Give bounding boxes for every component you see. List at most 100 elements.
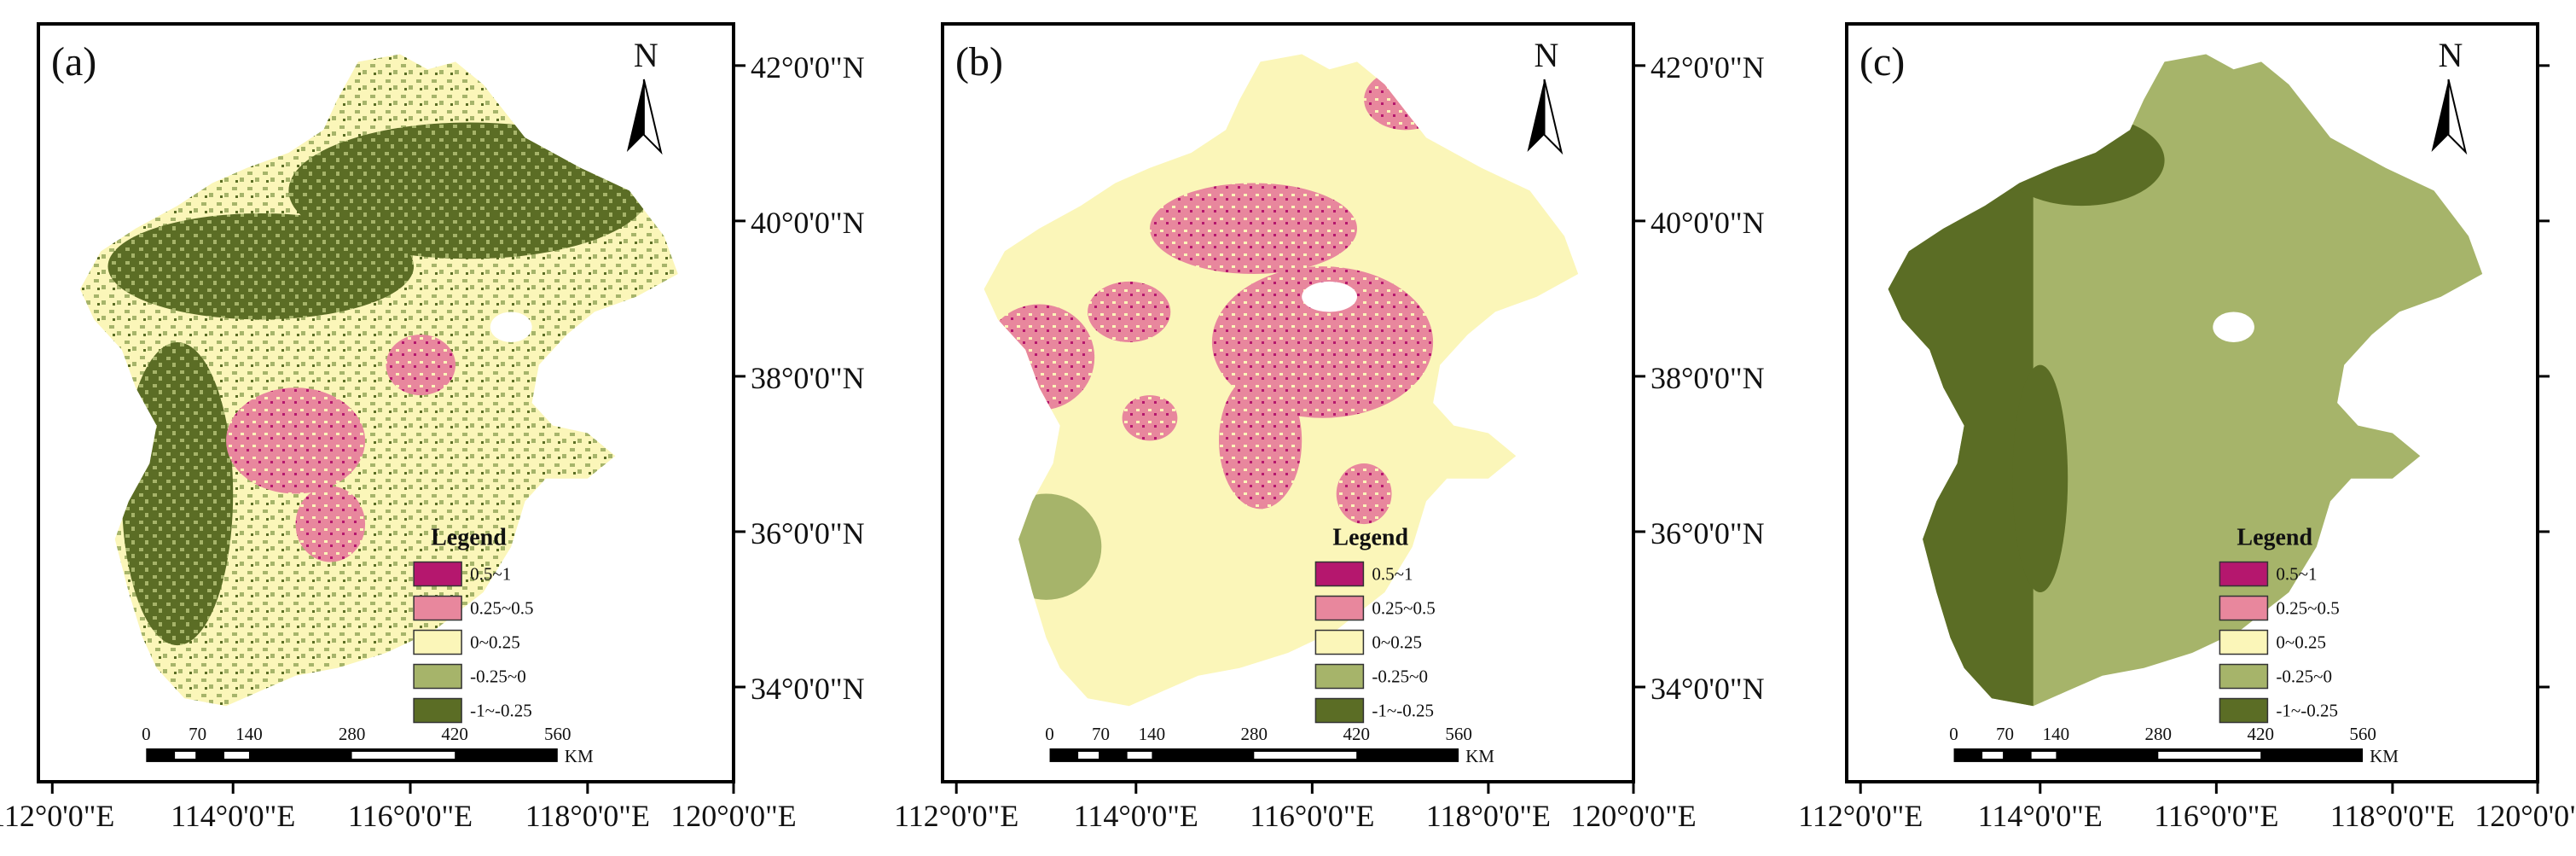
longitude-label: 116°0'0"E [1250, 799, 1374, 833]
north-arrow-left-half [2431, 79, 2449, 152]
legend-title: Legend [2237, 525, 2312, 551]
pink-cluster [1122, 395, 1178, 441]
latitude-label: 34°0'0"N [751, 672, 865, 706]
legend-label: -1~-0.25 [1372, 701, 1434, 721]
scale-tick-label: 560 [2349, 724, 2376, 744]
legend-item: -1~-0.25 [1314, 697, 1434, 724]
north-arrow-icon: N [626, 36, 663, 155]
north-arrow-left-half [626, 79, 644, 152]
legend-item: 0.25~0.5 [1314, 595, 1436, 621]
pink-cluster [1150, 183, 1357, 275]
north-arrow-right-half [642, 79, 663, 155]
legend-title: Legend [431, 525, 507, 551]
legend-item: -1~-0.25 [413, 697, 532, 724]
scale-tick-label: 0 [142, 724, 151, 744]
panel-label: (a) [51, 39, 96, 84]
longitude-label: 112°0'0"E [894, 799, 1018, 833]
legend-item: 0~0.25 [2219, 629, 2326, 655]
latitude-label: 38°0'0"N [1651, 361, 1765, 395]
legend: Legend 0.5~1 0.25~0.5 0~0.25 -0.25~0 -1~-0.25 [2219, 525, 2340, 724]
scale-bar-segment [1078, 751, 1099, 759]
panel-label: (b) [955, 39, 1003, 84]
legend-label: -0.25~0 [470, 667, 526, 687]
longitude-label: 118°0'0"E [2330, 799, 2455, 833]
legend-swatch [2219, 629, 2269, 655]
region-overlay [107, 122, 651, 646]
scale-tick-label: 280 [339, 724, 366, 744]
latitude-label: 38°0'0"N [751, 361, 865, 395]
longitude-label: 118°0'0"E [1426, 799, 1551, 833]
green-belt-southwest [121, 341, 234, 646]
legend-item: -1~-0.25 [2219, 697, 2338, 724]
region-overlay [983, 69, 1448, 600]
map-panel-b: (b) N Legend 0.5~1 0.25~0.5 0~0.25 -0.25~0 -1~-… [894, 22, 1765, 833]
scale-unit: KM [565, 746, 594, 766]
legend-label: 0.25~0.5 [470, 598, 533, 619]
north-letter: N [2439, 36, 2463, 74]
latitude-label: 36°0'0"N [1651, 516, 1765, 550]
legend-title: Legend [1332, 525, 1408, 551]
legend-swatch [413, 595, 462, 621]
scale-tick-label: 0 [1045, 724, 1054, 744]
longitude-label: 112°0'0"E [0, 799, 114, 833]
scale-tick-label: 140 [2043, 724, 2070, 744]
legend-item: 0~0.25 [413, 629, 520, 655]
pink-patch [386, 335, 455, 396]
legend-label: 0.25~0.5 [1372, 598, 1435, 619]
scale-tick-label: 0 [1949, 724, 1958, 744]
longitude-label: 114°0'0"E [1978, 799, 2103, 833]
scale-tick-label: 280 [2145, 724, 2173, 744]
scale-unit: KM [2370, 746, 2399, 766]
map-panel-a: (a) N Legend 0.5~1 0.25~0.5 0~0.25 -0.25~0 -1~-… [0, 22, 865, 833]
pink-patch [295, 486, 366, 562]
legend-item: 0.25~0.5 [2219, 595, 2340, 621]
legend-item: 0~0.25 [1314, 629, 1422, 655]
longitude-label: 116°0'0"E [2154, 799, 2278, 833]
urban-area [2213, 312, 2254, 342]
dark-band-extension [2012, 364, 2068, 592]
scale-tick-label: 560 [1445, 724, 1472, 744]
longitude-label: 118°0'0"E [525, 799, 650, 833]
legend-swatch [1314, 697, 1365, 724]
legend-swatch [413, 697, 462, 724]
north-letter: N [1535, 36, 1559, 74]
legend-label: 0~0.25 [470, 632, 520, 653]
longitude-label: 120°0'0"E [1570, 799, 1697, 833]
latitude-label: 36°0'0"N [751, 516, 865, 550]
pink-cluster [1219, 372, 1303, 510]
scale-tick-label: 70 [1092, 724, 1110, 744]
legend: Legend 0.5~1 0.25~0.5 0~0.25 -0.25~0 -1~-0.25 [1314, 525, 1436, 724]
map-panel-c: (c) N Legend 0.5~1 0.25~0.5 0~0.25 -0.25~0 -1~-… [1798, 22, 2576, 833]
legend-label: 0~0.25 [2276, 632, 2326, 653]
legend-swatch [413, 561, 462, 587]
legend-label: -1~-0.25 [2276, 701, 2338, 721]
panel-label: (c) [1859, 39, 1905, 84]
legend-label: -0.25~0 [2276, 667, 2332, 687]
urban-area [490, 312, 532, 342]
scale-tick-label: 420 [441, 724, 468, 744]
scale-bar-segment [223, 751, 249, 759]
latitude-label: 40°0'0"N [751, 206, 865, 240]
scale-tick-label: 140 [235, 724, 263, 744]
latitude-label: 42°0'0"N [751, 50, 865, 84]
latitude-label: 42°0'0"N [1651, 50, 1765, 84]
legend-item: -0.25~0 [2219, 663, 2332, 690]
legend-swatch [2219, 595, 2269, 621]
scale-bar-segment [1127, 751, 1152, 759]
legend-label: -0.25~0 [1372, 667, 1428, 687]
legend-swatch [413, 663, 462, 690]
legend-item: -0.25~0 [413, 663, 526, 690]
legend-label: 0.5~1 [1372, 564, 1413, 585]
north-arrow-icon: N [2431, 36, 2468, 155]
scale-tick-label: 560 [544, 724, 571, 744]
pink-patch [226, 387, 366, 494]
scale-bar-segment [1254, 751, 1357, 759]
scale-tick-label: 420 [1343, 724, 1370, 744]
scale-bar-segment [175, 751, 196, 759]
legend-label: -1~-0.25 [470, 701, 532, 721]
scale-tick-label: 70 [1996, 724, 2014, 744]
